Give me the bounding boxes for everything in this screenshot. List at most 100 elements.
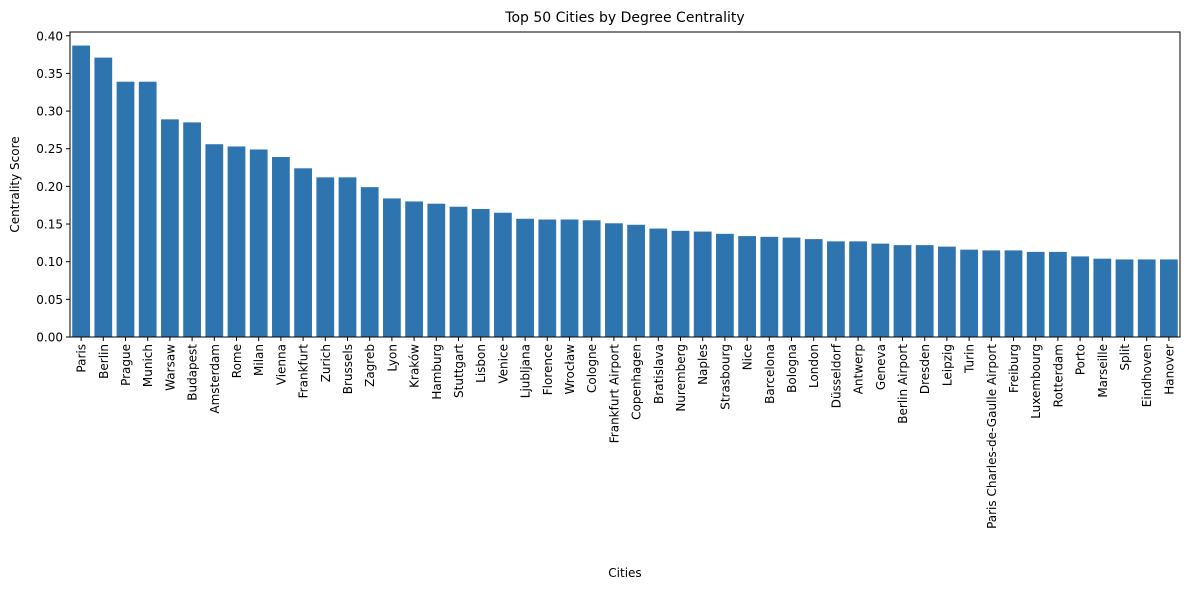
bar-10 bbox=[294, 168, 312, 337]
x-tick-label-25: Copenhagen bbox=[630, 344, 644, 420]
x-tick-label-46: Marseille bbox=[1096, 344, 1110, 398]
x-tick-label-31: Barcelona bbox=[763, 344, 777, 404]
bar-8 bbox=[249, 149, 268, 337]
bar-20 bbox=[516, 218, 534, 337]
x-tick-label-10: Frankfurt bbox=[297, 344, 311, 399]
bar-35 bbox=[849, 241, 867, 337]
bar-23 bbox=[582, 220, 601, 337]
y-tick-label-8: 0.40 bbox=[36, 29, 63, 43]
x-tick-label-14: Lyon bbox=[385, 344, 399, 372]
bar-47 bbox=[1115, 259, 1134, 337]
x-tick-label-0: Paris bbox=[75, 344, 89, 373]
x-tick-label-49: Hanover bbox=[1162, 344, 1176, 395]
bar-7 bbox=[227, 146, 246, 337]
bar-43 bbox=[1026, 251, 1045, 337]
x-tick-label-42: Freiburg bbox=[1007, 344, 1021, 393]
bar-22 bbox=[560, 219, 579, 337]
bar-21 bbox=[538, 219, 557, 337]
x-tick-label-20: Ljubljana bbox=[519, 344, 533, 398]
bar-5 bbox=[183, 122, 201, 338]
x-tick-label-11: Zurich bbox=[319, 344, 333, 382]
x-tick-label-5: Budapest bbox=[186, 344, 200, 401]
x-tick-label-6: Amsterdam bbox=[208, 344, 222, 414]
bar-16 bbox=[427, 203, 446, 337]
x-tick-label-15: Kraków bbox=[408, 344, 422, 388]
x-tick-label-37: Berlin Airport bbox=[896, 344, 910, 424]
x-tick-label-30: Nice bbox=[741, 344, 755, 370]
bar-30 bbox=[738, 236, 756, 337]
bar-31 bbox=[760, 236, 779, 337]
x-tick-label-21: Florence bbox=[541, 344, 555, 395]
x-tick-label-44: Rotterdam bbox=[1051, 344, 1065, 407]
x-tick-label-41: Paris Charles-de-Gaulle Airport bbox=[985, 344, 999, 529]
bar-46 bbox=[1093, 258, 1112, 337]
bar-25 bbox=[627, 224, 645, 337]
x-tick-label-38: Dresden bbox=[918, 344, 932, 394]
y-axis-label: Centrality Score bbox=[8, 136, 22, 232]
bar-33 bbox=[804, 239, 823, 337]
y-axis: 0.00 0.05 0.10 0.15 0.20 0.25 0.30 0.35 0.40 bbox=[36, 29, 70, 345]
x-tick-label-2: Prague bbox=[119, 344, 133, 386]
y-tick-label-6: 0.30 bbox=[36, 105, 63, 119]
x-tick-label-8: Milan bbox=[252, 344, 266, 376]
x-tick-label-12: Brussels bbox=[341, 344, 355, 394]
y-tick-label-4: 0.20 bbox=[36, 180, 63, 194]
x-tick-label-43: Luxembourg bbox=[1029, 344, 1043, 419]
x-tick-label-32: Bologna bbox=[785, 344, 799, 393]
bar-13 bbox=[360, 187, 379, 337]
x-axis-label: Cities bbox=[608, 566, 641, 580]
y-tick-label-3: 0.15 bbox=[36, 218, 63, 232]
bar-27 bbox=[671, 230, 690, 337]
bar-18 bbox=[471, 208, 490, 337]
x-tick-label-36: Geneva bbox=[874, 344, 888, 390]
x-tick-label-34: Düsseldorf bbox=[829, 343, 843, 408]
bar-38 bbox=[915, 245, 934, 337]
bar-44 bbox=[1049, 251, 1067, 337]
plot-frame bbox=[69, 31, 1181, 338]
bar-2 bbox=[116, 81, 135, 337]
bar-4 bbox=[161, 119, 179, 337]
bar-29 bbox=[716, 233, 734, 337]
x-axis: Paris Berlin Prague Munich Warsaw Budapest Ams… bbox=[75, 337, 1176, 529]
bar-45 bbox=[1071, 256, 1089, 337]
bar-49 bbox=[1160, 259, 1178, 337]
x-tick-label-33: London bbox=[807, 344, 821, 388]
y-tick-label-5: 0.25 bbox=[36, 142, 63, 156]
x-tick-label-16: Hamburg bbox=[430, 344, 444, 400]
x-tick-label-18: Lisbon bbox=[474, 344, 488, 383]
x-tick-label-28: Naples bbox=[696, 344, 710, 385]
x-tick-label-7: Rome bbox=[230, 344, 244, 378]
bar-34 bbox=[827, 241, 845, 337]
x-tick-label-9: Vienna bbox=[274, 344, 288, 385]
x-tick-label-1: Berlin bbox=[97, 344, 111, 379]
y-tick-label-1: 0.05 bbox=[36, 293, 63, 307]
bar-40 bbox=[960, 249, 978, 337]
x-tick-label-40: Turin bbox=[963, 344, 977, 374]
bar-28 bbox=[693, 231, 712, 337]
chart-title: Top 50 Cities by Degree Centrality bbox=[504, 10, 744, 26]
bar-3 bbox=[138, 81, 157, 337]
x-tick-label-24: Frankfurt Airport bbox=[607, 344, 621, 444]
bar-15 bbox=[405, 201, 423, 337]
bar-14 bbox=[383, 198, 401, 337]
y-tick-label-2: 0.10 bbox=[36, 255, 63, 269]
bar-41 bbox=[982, 250, 1001, 337]
x-tick-label-13: Zagreb bbox=[363, 344, 377, 387]
x-tick-label-35: Antwerp bbox=[852, 344, 866, 394]
bar-0 bbox=[72, 45, 90, 338]
bar-1 bbox=[94, 57, 113, 337]
x-tick-label-19: Venice bbox=[496, 344, 510, 384]
bar-37 bbox=[893, 245, 912, 337]
bar-24 bbox=[605, 223, 623, 337]
x-tick-label-17: Stuttgart bbox=[452, 344, 466, 398]
x-tick-label-3: Munich bbox=[141, 344, 155, 387]
x-tick-label-29: Strasbourg bbox=[718, 344, 732, 410]
bar-11 bbox=[316, 177, 335, 337]
x-tick-label-47: Split bbox=[1118, 344, 1132, 371]
bar-32 bbox=[782, 237, 801, 337]
x-tick-label-22: Wrocław bbox=[563, 344, 577, 395]
bar-19 bbox=[494, 212, 512, 337]
bar-6 bbox=[205, 144, 224, 337]
bar-17 bbox=[449, 206, 468, 337]
bar-9 bbox=[272, 157, 290, 337]
